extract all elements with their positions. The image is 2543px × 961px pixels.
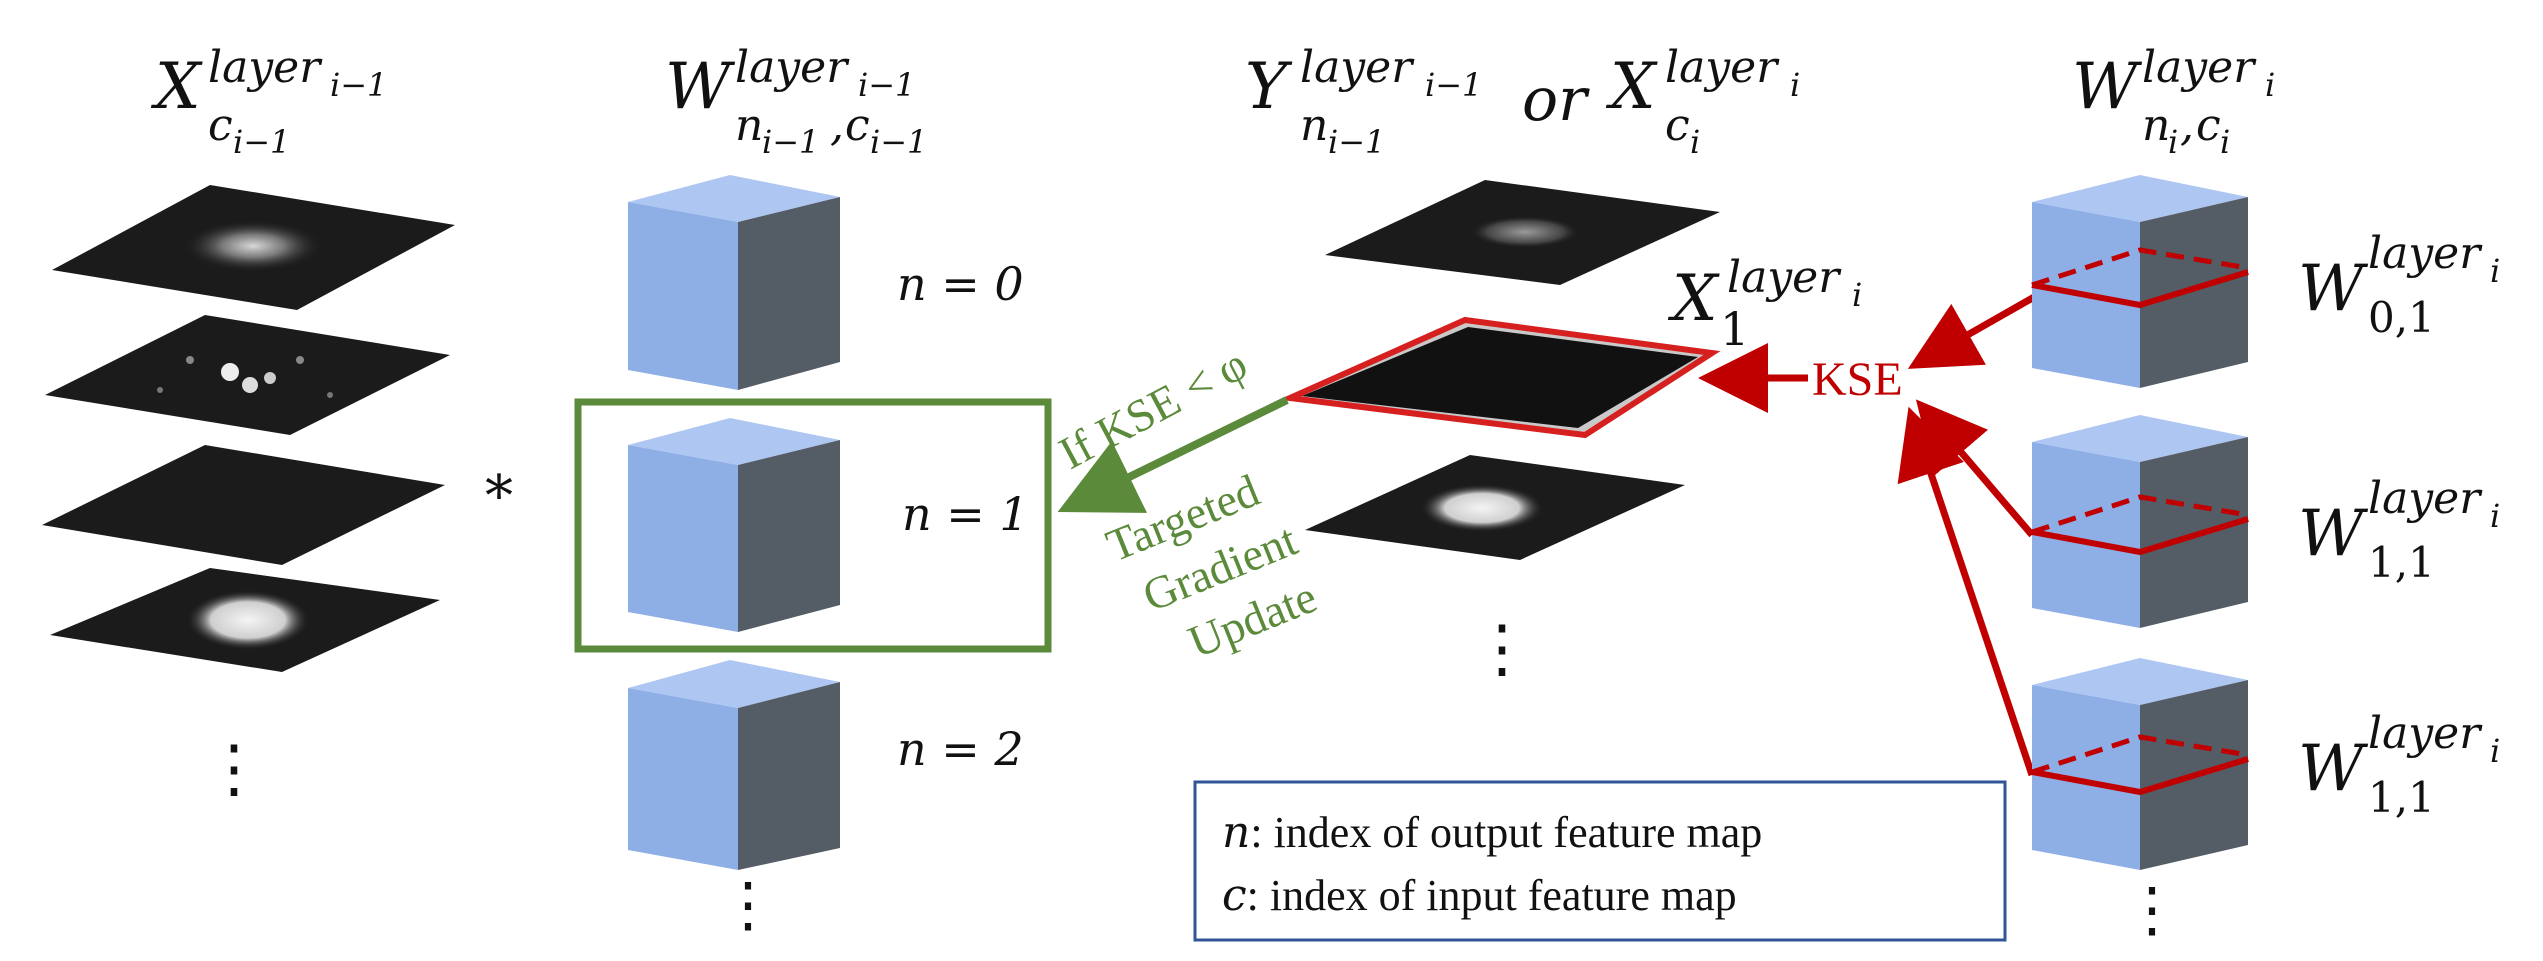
svg-text:i−1: i−1 [233, 123, 290, 161]
svg-text:layer: layer [2368, 228, 2483, 279]
svg-text:i−1: i−1 [330, 66, 387, 104]
svg-text:1,1: 1,1 [2368, 538, 2435, 587]
svg-text:layer: layer [2368, 708, 2483, 759]
svg-text:c: c [208, 100, 233, 151]
svg-text:i−1: i−1 [1328, 123, 1385, 161]
svg-text:i: i [2490, 497, 2500, 535]
output-maps-ellipsis: ⋮ [1470, 612, 1534, 686]
svg-text:i: i [2168, 123, 2178, 161]
svg-text:i−1: i−1 [870, 123, 927, 161]
svg-text:layer: layer [1300, 42, 1415, 93]
kse-label: KSE [1812, 353, 1903, 406]
svg-text:layer: layer [1727, 252, 1842, 303]
svg-text:X: X [150, 50, 203, 124]
svg-text:n: n [2142, 100, 2170, 151]
svg-text:W: W [2298, 497, 2369, 571]
output-feature-map-2 [1305, 455, 1685, 560]
svg-text:W: W [2072, 50, 2143, 124]
svg-text:Y: Y [1245, 50, 1293, 124]
svg-text:i−1: i−1 [858, 66, 915, 104]
n-label-0: n = 0 [897, 257, 1024, 311]
kernel-label-0: W layer i 0,1 [2298, 228, 2500, 342]
svg-text:X: X [1667, 262, 1720, 336]
x1-label: X layer i 1 [1667, 252, 1862, 356]
targeted-gradient-update-label: Targeted Gradient Update [1099, 464, 1323, 667]
svg-text:i: i [2220, 123, 2230, 161]
convolution-operator: * [485, 464, 513, 529]
svg-text:c: c [845, 100, 870, 151]
n-label-2: n = 2 [897, 722, 1024, 776]
svg-text:n: n [1300, 100, 1328, 151]
input-feature-map-2 [42, 445, 445, 565]
svg-text:i: i [2265, 66, 2275, 104]
svg-text:i: i [2490, 252, 2500, 290]
selected-filter-box [574, 398, 1052, 653]
svg-text:1,1: 1,1 [2368, 773, 2435, 822]
svg-text:i−1: i−1 [762, 123, 819, 161]
legend-entry-0: n: index of output feature map [1222, 807, 1762, 858]
svg-text:,: , [2180, 100, 2194, 151]
svg-text:i: i [2490, 732, 2500, 770]
kernel-label-1: W layer i 1,1 [2298, 473, 2500, 587]
weights-prev-title: W layer i−1 n i−1 , c i−1 [665, 42, 927, 161]
weights-curr-ellipsis: ⋮ [2122, 875, 2182, 945]
kernel-cube-1 [2031, 415, 2249, 628]
svg-text:c: c [1665, 100, 1690, 151]
svg-text:layer: layer [735, 42, 850, 93]
svg-text:W: W [665, 50, 736, 124]
kernel-label-2: W layer i 1,1 [2298, 708, 2500, 822]
kse-condition-label: If KSE < φ [1051, 338, 1256, 479]
svg-text:i: i [1790, 66, 1800, 104]
output-feature-map-selected [1278, 316, 1721, 439]
svg-text:layer: layer [2368, 473, 2483, 524]
weight-cube-n2 [628, 660, 840, 870]
n-label-1: n = 1 [902, 487, 1029, 541]
gradient-update-arrow [1057, 396, 1289, 513]
kernel-arrow-2 [1897, 406, 2036, 777]
svg-text:i: i [1852, 276, 1862, 314]
weight-cube-n1 [628, 418, 840, 632]
weight-cube-n0 [628, 175, 840, 390]
svg-text:W: W [2298, 732, 2369, 806]
svg-text:n: n [735, 100, 763, 151]
svg-text:c: c [2196, 100, 2221, 151]
svg-text:1: 1 [1720, 302, 1749, 356]
legend-box: n: index of output feature map c: index … [1193, 780, 2007, 942]
input-maps-title: X layer i−1 c i−1 [150, 42, 387, 161]
svg-text:layer: layer [208, 42, 323, 93]
svg-text:,: , [830, 100, 844, 151]
input-feature-map-1 [45, 315, 450, 435]
output-feature-map-0 [1325, 180, 1720, 285]
kernel-cube-2 [2031, 658, 2249, 870]
kernel-arrow-1 [1915, 399, 2035, 538]
legend-entry-1: c: index of input feature map [1222, 870, 1737, 921]
svg-text:X: X [1605, 50, 1658, 124]
weights-curr-title: W layer i n i , c i [2072, 42, 2275, 161]
kernel-cube-0 [2031, 175, 2249, 388]
kernel-arrow-0 [1907, 284, 2052, 369]
input-feature-map-3 [50, 568, 440, 672]
output-maps-title: Y layer i−1 n i−1 or X layer i c i [1245, 42, 1800, 161]
svg-text:layer: layer [1665, 42, 1780, 93]
svg-text:0,1: 0,1 [2368, 293, 2435, 342]
svg-text:W: W [2298, 252, 2369, 326]
weights-prev-ellipsis: ⋮ [718, 870, 778, 940]
svg-text:or: or [1522, 65, 1590, 135]
svg-text:layer: layer [2142, 42, 2257, 93]
input-feature-map-0 [52, 185, 455, 310]
svg-text:i−1: i−1 [1425, 66, 1482, 104]
input-maps-ellipsis: ⋮ [202, 732, 266, 806]
svg-text:i: i [1690, 123, 1700, 161]
